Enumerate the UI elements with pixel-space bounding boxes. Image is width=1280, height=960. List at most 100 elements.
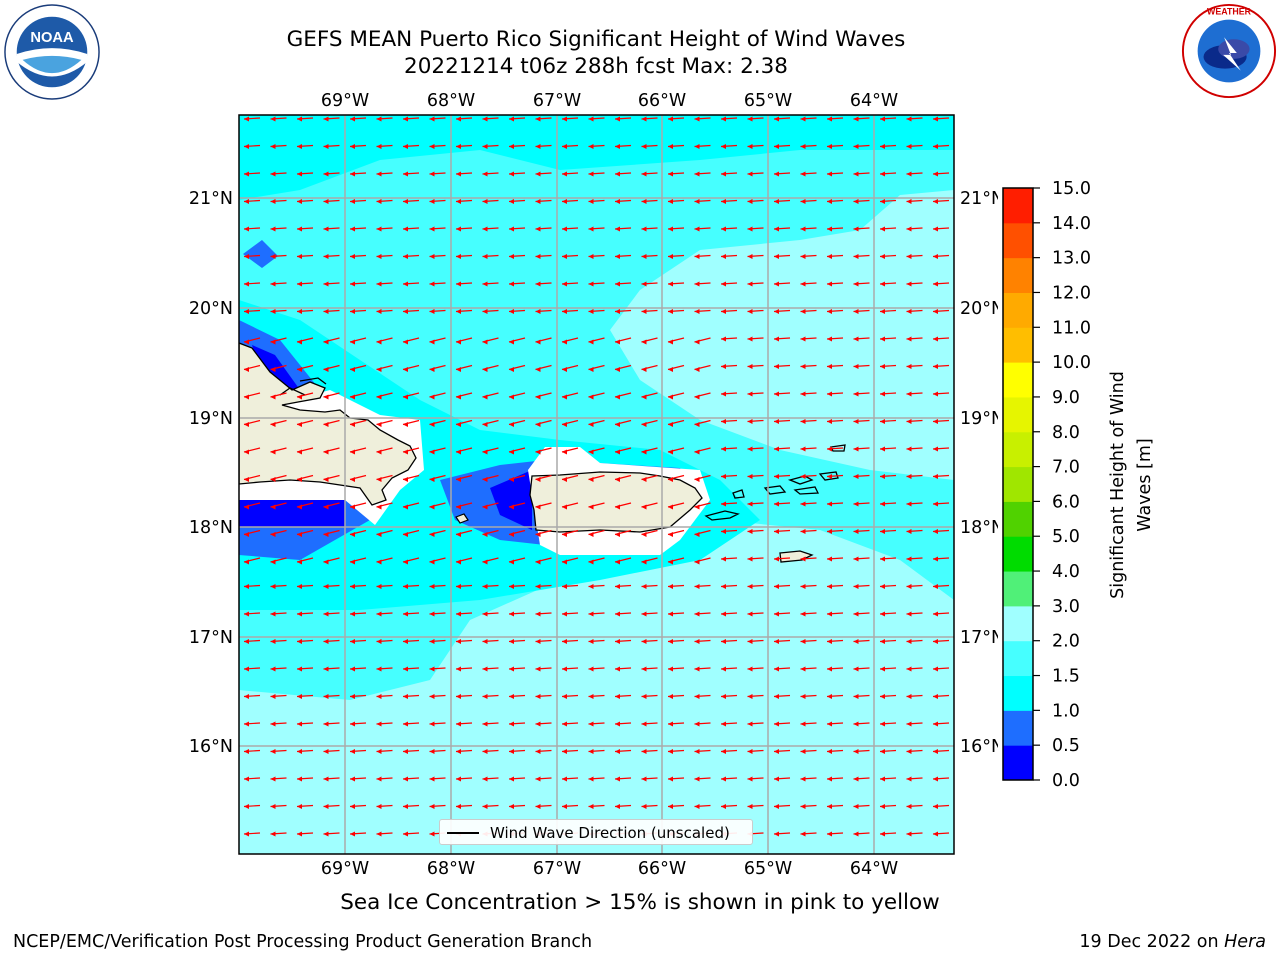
wave-direction-arrow: [296, 749, 314, 754]
wave-direction-arrow: [429, 749, 446, 754]
wave-direction-arrow: [508, 474, 526, 482]
wave-direction-arrow: [667, 171, 685, 177]
wave-direction-arrow: [588, 611, 605, 617]
lon-label: 69°W: [321, 91, 369, 111]
wave-direction-arrow: [826, 639, 844, 644]
wave-direction-arrow: [561, 309, 579, 314]
wave-direction-arrow: [773, 501, 791, 507]
wave-direction-arrow: [720, 309, 738, 314]
wave-direction-arrow: [747, 171, 764, 177]
wave-direction-arrow: [614, 419, 632, 427]
wave-direction-arrow: [800, 281, 817, 287]
wave-direction-arrow: [588, 749, 605, 754]
wave-direction-arrow: [879, 831, 897, 837]
wave-direction-arrow: [932, 474, 950, 479]
colorbar-tick-label: 11.0: [1052, 318, 1091, 338]
colorbar-band: [1003, 188, 1033, 224]
wave-direction-arrow: [879, 804, 897, 809]
wave-direction-arrow: [720, 226, 738, 232]
wave-direction-arrow: [694, 639, 711, 644]
wave-direction-arrow: [588, 584, 605, 589]
wave-direction-arrow: [932, 391, 950, 397]
wave-direction-arrow: [720, 721, 738, 727]
colorbar-tick-label: 14.0: [1052, 214, 1091, 234]
wave-direction-arrow: [800, 584, 817, 589]
wave-direction-arrow: [429, 776, 446, 782]
wave-direction-arrow: [614, 364, 632, 372]
wave-direction-arrow: [694, 557, 711, 565]
map-legend: Wind Wave Direction (unscaled): [439, 819, 753, 845]
wave-direction-arrow: [323, 694, 340, 699]
wave-direction-arrow: [296, 502, 314, 510]
wave-direction-arrow: [376, 666, 393, 672]
wave-direction-arrow: [932, 556, 950, 562]
wave-direction-arrow: [588, 502, 605, 510]
wave-direction-arrow: [243, 557, 261, 565]
wave-direction-arrow: [296, 226, 314, 232]
wave-direction-arrow: [349, 666, 367, 672]
wave-direction-arrow: [932, 419, 950, 424]
wave-direction-arrow: [455, 721, 473, 727]
wave-direction-arrow: [588, 392, 605, 400]
wave-direction-arrow: [747, 254, 764, 259]
wave-direction-arrow: [429, 364, 446, 372]
wave-direction-arrow: [667, 199, 685, 204]
wave-direction-arrow: [323, 199, 340, 204]
lon-label: 64°W: [850, 91, 898, 111]
wave-direction-arrow: [720, 556, 738, 562]
wave-direction-arrow: [455, 474, 473, 482]
wave-direction-arrow: [508, 721, 526, 727]
wave-direction-arrow: [800, 529, 817, 534]
wave-direction-arrow: [323, 804, 340, 809]
wave-direction-arrow: [773, 776, 791, 782]
wave-direction-arrow: [561, 116, 579, 122]
wave-direction-arrow: [429, 199, 446, 204]
wave-direction-arrow: [402, 611, 420, 617]
wave-direction-arrow: [243, 337, 261, 345]
wave-direction-arrow: [349, 116, 367, 122]
wave-direction-arrow: [270, 337, 287, 345]
wave-direction-arrow: [853, 666, 870, 672]
wave-direction-arrow: [879, 419, 897, 424]
lat-label: 18°N: [960, 518, 1004, 538]
wave-direction-arrow: [402, 419, 420, 427]
wave-direction-arrow: [376, 116, 393, 122]
wave-direction-arrow: [906, 254, 923, 259]
wave-direction-arrow: [508, 116, 526, 122]
wave-direction-arrow: [906, 309, 923, 314]
wave-direction-arrow: [614, 529, 632, 537]
wave-direction-arrow: [296, 199, 314, 204]
wave-direction-arrow: [561, 557, 579, 565]
wave-direction-arrow: [376, 557, 393, 565]
wave-direction-arrow: [614, 337, 632, 345]
wave-direction-arrow: [747, 776, 764, 782]
wave-direction-arrow: [270, 281, 287, 287]
colorbar-band: [1003, 431, 1033, 468]
colorbar-label-line1: Significant Height of Wind: [1108, 371, 1128, 599]
wave-direction-arrow: [641, 502, 658, 510]
wave-direction-arrow: [535, 199, 552, 204]
wave-direction-arrow: [455, 116, 473, 122]
wave-band-0.5-1: [243, 240, 278, 268]
wave-direction-arrow: [296, 144, 314, 149]
wave-direction-arrow: [561, 776, 579, 782]
wave-direction-arrow: [906, 529, 923, 534]
wave-direction-arrow: [720, 529, 738, 534]
wave-direction-arrow: [561, 639, 579, 644]
wave-direction-arrow: [535, 639, 552, 644]
wave-direction-arrow: [588, 639, 605, 644]
lat-label: 20°N: [189, 299, 233, 319]
wave-direction-arrow: [243, 392, 261, 400]
wave-direction-arrow: [641, 392, 658, 400]
wave-direction-arrow: [826, 776, 844, 782]
wave-direction-arrow: [349, 749, 367, 754]
land-mona: [455, 513, 469, 524]
wave-direction-arrow: [773, 171, 791, 177]
wave-direction-arrow: [482, 557, 499, 565]
wave-direction-arrow: [482, 529, 499, 537]
legend-label: Wind Wave Direction (unscaled): [490, 824, 730, 842]
wave-direction-arrow: [323, 309, 340, 314]
wave-direction-arrow: [482, 226, 499, 232]
wave-direction-arrow: [508, 557, 526, 565]
